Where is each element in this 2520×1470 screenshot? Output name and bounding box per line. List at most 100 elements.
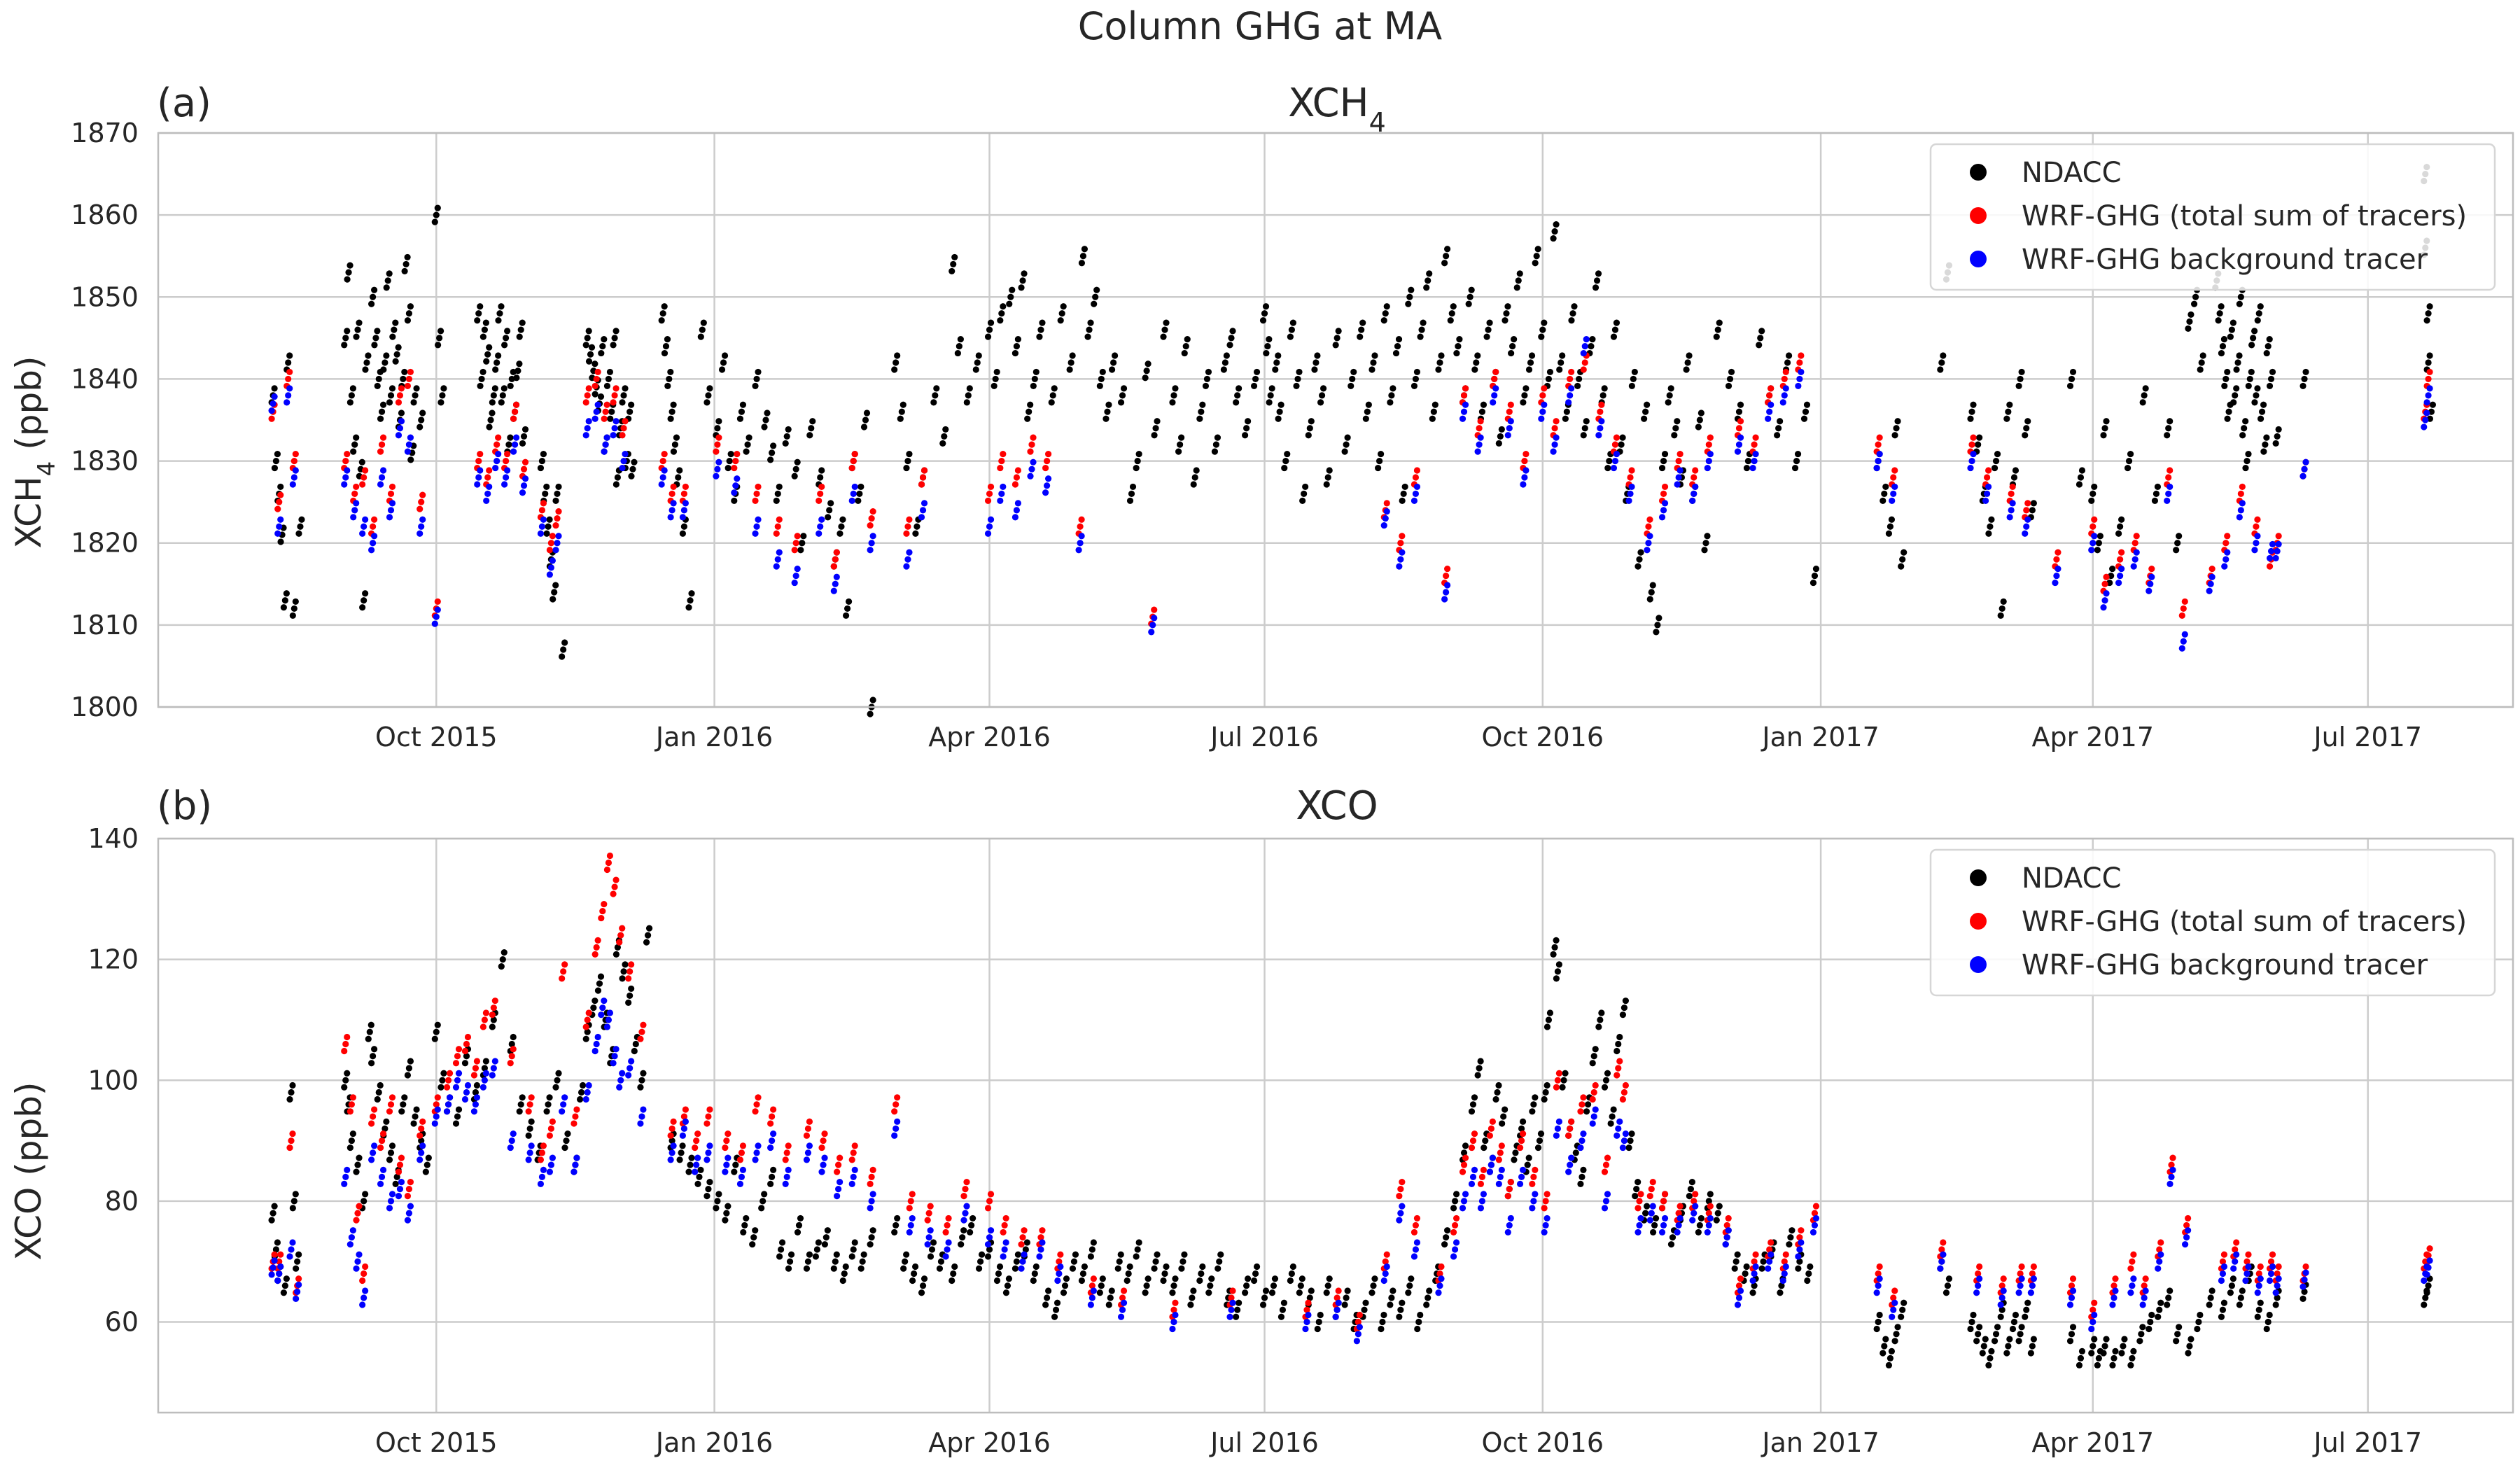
background-tracer-point <box>1030 458 1037 465</box>
ndacc-point <box>1036 333 1043 340</box>
background-tracer-point <box>706 1142 713 1149</box>
background-tracer-point <box>1598 418 1605 425</box>
ndacc-point <box>778 1239 786 1246</box>
ndacc-point <box>2250 335 2257 342</box>
background-tracer-point <box>2422 416 2429 424</box>
total-tracer-point <box>1598 401 1605 408</box>
ndacc-point <box>902 1258 909 1265</box>
ndacc-point <box>960 1227 967 1234</box>
background-tracer-point <box>640 1106 647 1113</box>
background-tracer-point <box>1809 1228 1817 1236</box>
ndacc-point <box>1521 392 1528 399</box>
ndacc-point <box>2263 434 2270 441</box>
ndacc-point <box>2100 1350 2107 1357</box>
ndacc-point <box>1341 1301 1348 1308</box>
ndacc-point <box>1522 385 1530 392</box>
total-tracer-point <box>503 457 510 465</box>
total-tracer-point <box>271 1251 278 1258</box>
ndacc-point <box>1991 464 1998 472</box>
ndacc-point <box>1632 1193 1639 1200</box>
background-tracer-point <box>2207 580 2214 587</box>
ndacc-point <box>678 1149 685 1156</box>
total-tracer-point <box>2224 533 2231 540</box>
ndacc-point <box>400 1101 407 1108</box>
background-tracer-point <box>962 1210 969 1217</box>
ndacc-point <box>794 1228 802 1236</box>
background-tracer-point <box>637 1120 644 1127</box>
background-tracer-point <box>1334 1306 1340 1313</box>
background-tracer-point <box>554 540 561 547</box>
ndacc-point <box>1758 1265 1765 1272</box>
background-tracer-point <box>395 432 402 439</box>
y-tick-label: 1850 <box>71 281 139 312</box>
ndacc-point <box>2245 382 2252 390</box>
total-tracer-point <box>919 474 927 481</box>
ndacc-point <box>903 464 910 472</box>
total-tracer-point <box>520 465 528 472</box>
background-tracer-point <box>919 507 927 514</box>
ndacc-point <box>1270 1282 1278 1289</box>
ndacc-point <box>1039 319 1046 326</box>
background-tracer-point <box>670 500 677 507</box>
background-tracer-point <box>290 474 298 481</box>
ndacc-point <box>2022 432 2029 439</box>
ndacc-point <box>1032 368 1040 376</box>
total-tracer-point <box>2118 549 2125 556</box>
ndacc-point <box>679 1142 686 1149</box>
data-points <box>268 852 2433 1368</box>
ndacc-point <box>736 415 744 422</box>
ndacc-point <box>356 319 363 326</box>
ndacc-point <box>697 333 704 340</box>
ndacc-point <box>395 344 402 351</box>
background-tracer-point <box>1568 385 1575 392</box>
ndacc-point <box>1652 1214 1660 1222</box>
ndacc-point <box>1362 1299 1369 1306</box>
background-tracer-point <box>1027 472 1034 479</box>
background-tracer-point <box>834 1193 841 1200</box>
background-tracer-point <box>1462 1191 1469 1198</box>
ndacc-point <box>2152 490 2160 498</box>
ndacc-point <box>761 1191 768 1198</box>
ndacc-point <box>1143 368 1150 374</box>
background-tracer-point <box>1812 1214 1820 1222</box>
ndacc-point <box>517 1101 524 1108</box>
ndacc-point <box>1518 1125 1525 1132</box>
ndacc-point <box>2024 418 2031 425</box>
total-tracer-point <box>461 1047 469 1055</box>
ndacc-point <box>293 1265 300 1272</box>
ndacc-point <box>1443 1234 1450 1241</box>
ndacc-point <box>2090 490 2096 498</box>
ndacc-point <box>584 1028 591 1035</box>
ndacc-point <box>1737 401 1744 408</box>
background-tracer-point <box>682 1118 689 1125</box>
background-tracer-point <box>418 1149 425 1156</box>
ndacc-point <box>1388 392 1395 399</box>
background-tracer-point <box>2088 547 2095 554</box>
ndacc-point <box>738 408 746 415</box>
ndacc-point <box>704 399 710 406</box>
ndacc-point <box>894 352 901 359</box>
ndacc-point <box>1298 1275 1306 1282</box>
ndacc-point <box>1323 481 1330 488</box>
ndacc-point <box>1018 284 1025 291</box>
total-tracer-point <box>2245 1251 2252 1258</box>
ndacc-point <box>1278 1313 1285 1320</box>
total-tracer-point <box>473 1058 481 1065</box>
background-tracer-point <box>396 425 404 432</box>
background-tracer-point <box>1779 399 1786 406</box>
total-tracer-point <box>1766 1246 1773 1253</box>
total-tracer-point <box>2090 1306 2096 1313</box>
background-tracer-point <box>1689 497 1696 505</box>
total-tracer-point <box>2053 556 2060 563</box>
total-tracer-point <box>722 1144 729 1152</box>
series-background-tracer <box>268 997 2433 1345</box>
ndacc-point <box>640 1070 647 1077</box>
background-tracer-point <box>1043 482 1051 489</box>
total-tracer-point <box>1940 1239 1947 1246</box>
ndacc-point <box>676 1156 683 1163</box>
ndacc-point <box>724 464 732 472</box>
ndacc-point <box>2216 310 2223 317</box>
total-tracer-point <box>537 1156 545 1163</box>
total-tracer-point <box>398 1154 405 1161</box>
ndacc-point <box>898 408 905 415</box>
